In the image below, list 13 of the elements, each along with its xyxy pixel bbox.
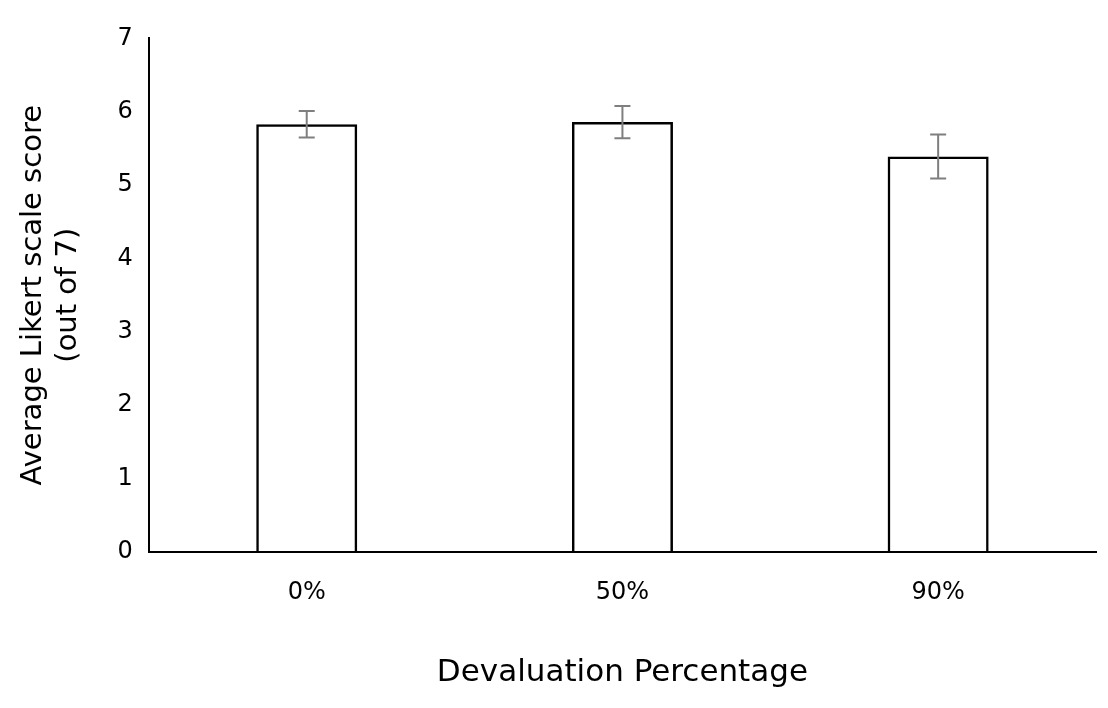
y-tick-label: 4 (117, 242, 133, 271)
y-tick-label: 3 (117, 316, 133, 345)
y-tick-label: 0 (117, 536, 133, 565)
x-tick-label: 90% (911, 576, 965, 605)
y-tick-label: 1 (117, 462, 133, 491)
x-tick-label: 50% (595, 576, 650, 605)
x-tick-label: 0% (287, 576, 326, 605)
y-tick-label: 5 (117, 169, 133, 198)
y-tick-label: 6 (117, 96, 133, 125)
y-axis-title: Average Likert scale score (out of 7) (13, 104, 83, 486)
x-axis-title: Devaluation Percentage (436, 652, 809, 689)
y-tick-label: 2 (117, 389, 133, 418)
y-tick-label: 7 (117, 22, 133, 51)
